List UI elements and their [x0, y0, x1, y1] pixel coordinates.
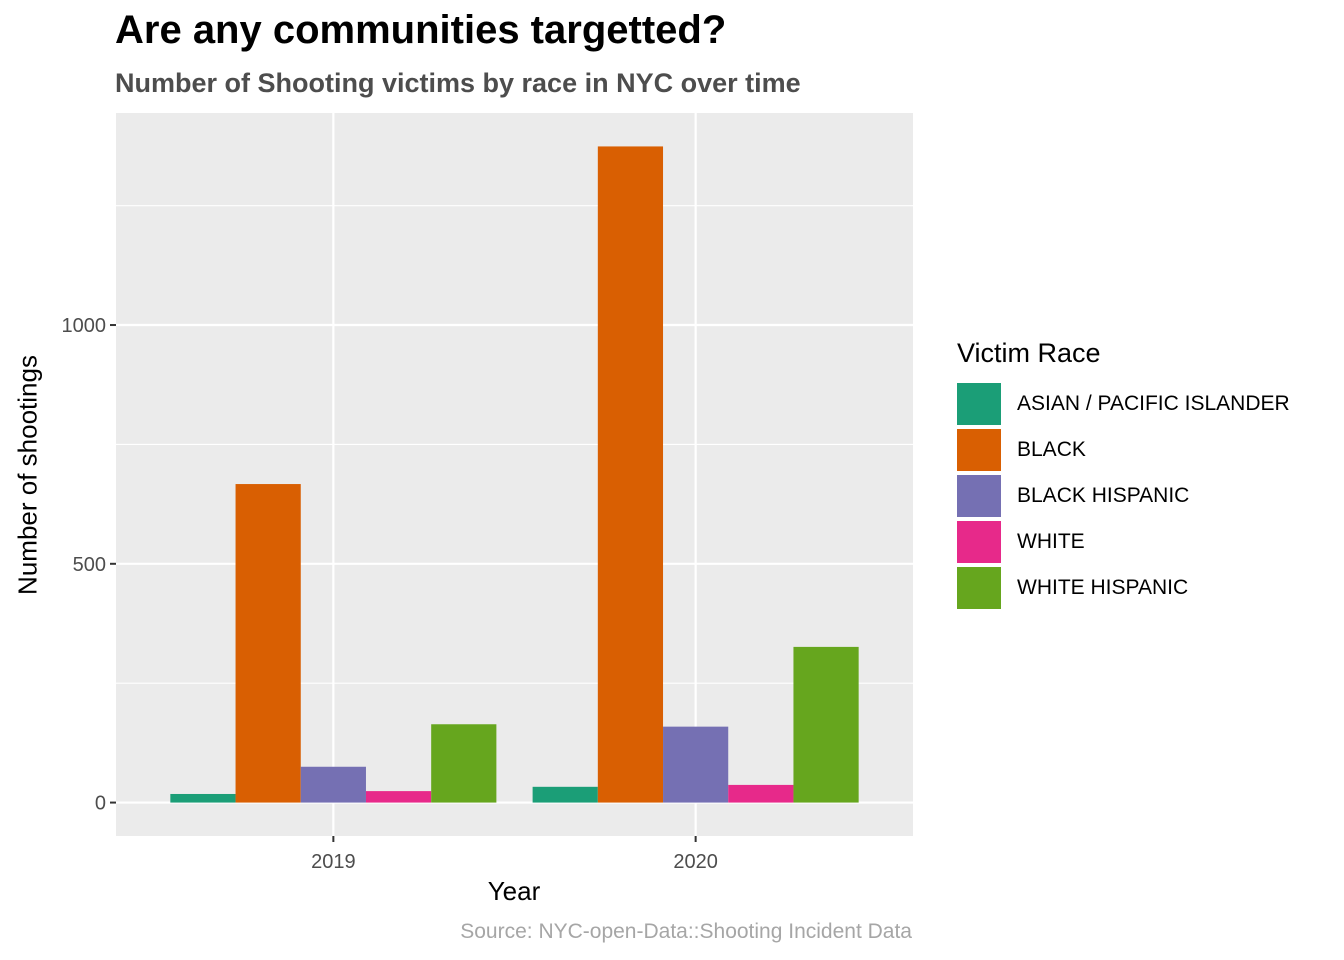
legend-key: [957, 429, 1001, 471]
legend-item-white-hispanic: WHITE HISPANIC: [957, 566, 1337, 612]
chart-subtitle: Number of Shooting victims by race in NY…: [115, 68, 801, 98]
legend-key: [957, 383, 1001, 425]
y-tick-label: 0: [95, 793, 106, 815]
bar: [728, 784, 794, 803]
legend-label: WHITE: [1017, 530, 1085, 553]
x-axis-label: Year: [487, 876, 541, 906]
legend-item-black: BLACK: [957, 428, 1337, 474]
bar: [170, 793, 236, 803]
bar: [793, 646, 859, 803]
x-tick-label: 2020: [673, 851, 718, 873]
legend-label: BLACK: [1017, 438, 1086, 461]
legend-key: [957, 475, 1001, 517]
legend-label: BLACK HISPANIC: [1017, 484, 1190, 507]
legend-key: [957, 521, 1001, 563]
legend-item-black-hispanic: BLACK HISPANIC: [957, 474, 1337, 520]
legend-label: ASIAN / PACIFIC ISLANDER: [1017, 392, 1290, 415]
y-tick-label: 1000: [62, 315, 107, 337]
legend-item-asian-pacific-islander: ASIAN / PACIFIC ISLANDER: [957, 382, 1337, 428]
legend-key: [957, 567, 1001, 609]
bar: [597, 146, 664, 803]
chart-title: Are any communities targetted?: [115, 8, 727, 52]
source-caption: Source: NYC-open-Data::Shooting Incident…: [460, 920, 912, 943]
legend-title: Victim Race: [957, 338, 1101, 368]
legend-label: WHITE HISPANIC: [1017, 576, 1189, 599]
legend-item-white: WHITE: [957, 520, 1337, 566]
bar: [235, 484, 301, 803]
bar: [300, 766, 366, 803]
bar: [365, 791, 432, 803]
x-tick-label: 2019: [311, 851, 356, 873]
bar: [663, 726, 729, 803]
bar: [532, 786, 598, 803]
y-axis-label: Number of shootings: [12, 355, 43, 595]
bar: [431, 724, 497, 803]
y-tick-label: 500: [73, 554, 106, 576]
